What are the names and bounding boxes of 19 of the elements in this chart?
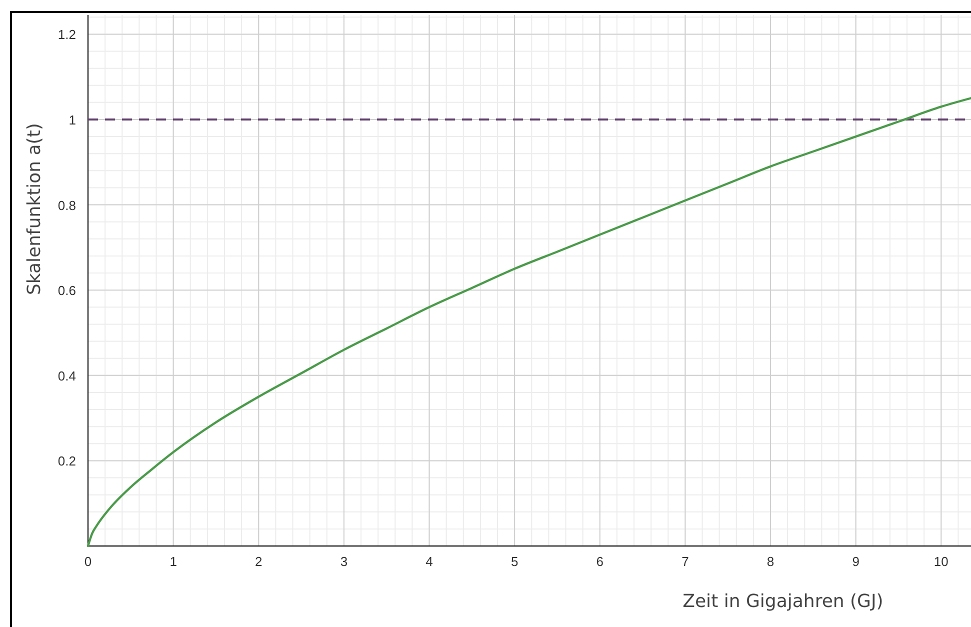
y-tick-label: 0.8 <box>58 198 76 213</box>
y-axis-title: Skalenfunktion a(t) <box>24 123 45 296</box>
x-tick-label: 6 <box>596 554 604 569</box>
y-tick-label: 1.2 <box>58 27 76 42</box>
x-tick-label: 2 <box>255 554 262 569</box>
x-tick-label: 8 <box>766 554 774 569</box>
x-tick-label: 4 <box>426 554 433 569</box>
x-tick-label: 3 <box>340 554 348 569</box>
y-tick-label: 0.2 <box>58 454 76 469</box>
x-axis-title: Zeit in Gigajahren (GJ) <box>682 591 884 612</box>
x-tick-label: 10 <box>934 554 948 569</box>
x-tick-label: 0 <box>84 554 92 569</box>
x-tick-label: 9 <box>852 554 860 569</box>
y-tick-label: 0.4 <box>58 368 76 384</box>
y-tick-label: 1 <box>68 112 76 128</box>
x-tick-label: 5 <box>510 554 518 569</box>
x-tick-label: 7 <box>682 554 689 569</box>
x-tick-label: 1 <box>170 554 177 569</box>
y-tick-label: 0.6 <box>58 283 76 298</box>
